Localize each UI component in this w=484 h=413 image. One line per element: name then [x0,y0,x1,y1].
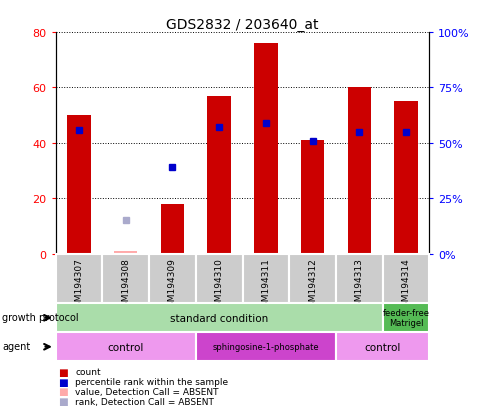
Text: ■: ■ [58,387,68,396]
Title: GDS2832 / 203640_at: GDS2832 / 203640_at [166,18,318,32]
Bar [254,44,277,254]
Text: GSM194313: GSM194313 [354,258,363,313]
Bar [393,102,417,254]
Bar [382,304,428,332]
Text: ■: ■ [58,367,68,377]
Bar [382,254,428,304]
Bar [300,141,323,254]
Bar [114,251,137,254]
Bar [149,254,196,304]
Bar [207,97,230,254]
Bar [196,254,242,304]
Bar [347,88,370,254]
Text: GSM194312: GSM194312 [307,258,317,313]
Text: standard condition: standard condition [170,313,268,323]
Bar [67,116,91,254]
Text: control: control [107,342,144,352]
Text: agent: agent [2,341,30,351]
Bar [288,254,335,304]
Bar [161,204,184,254]
Text: GSM194309: GSM194309 [167,258,177,313]
Bar [335,254,382,304]
Text: rank, Detection Call = ABSENT: rank, Detection Call = ABSENT [75,397,213,406]
Bar [242,254,288,304]
Bar [335,332,428,361]
Text: count: count [75,367,101,376]
Text: GSM194308: GSM194308 [121,258,130,313]
Text: growth protocol: growth protocol [2,312,79,322]
Text: GSM194307: GSM194307 [75,258,83,313]
Text: GSM194310: GSM194310 [214,258,223,313]
Text: value, Detection Call = ABSENT: value, Detection Call = ABSENT [75,387,218,396]
Text: control: control [363,342,400,352]
Text: ■: ■ [58,377,68,387]
Bar [102,254,149,304]
Bar [56,332,196,361]
Bar [56,304,382,332]
Text: percentile rank within the sample: percentile rank within the sample [75,377,228,386]
Text: sphingosine-1-phosphate: sphingosine-1-phosphate [212,342,318,351]
Text: GSM194311: GSM194311 [261,258,270,313]
Bar [56,254,102,304]
Bar [196,332,335,361]
Text: feeder-free
Matrigel: feeder-free Matrigel [381,309,428,328]
Text: ■: ■ [58,396,68,406]
Text: GSM194314: GSM194314 [401,258,409,313]
